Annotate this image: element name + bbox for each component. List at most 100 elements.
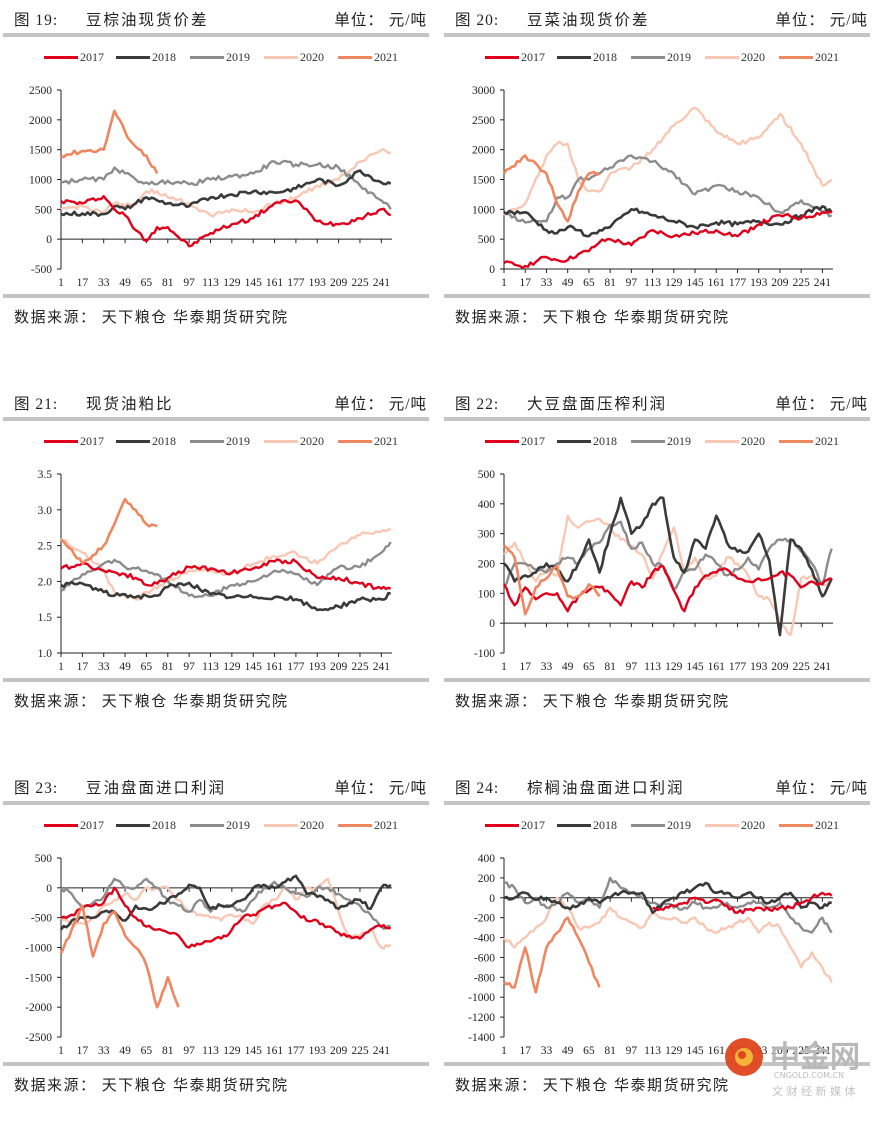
- x-tick-label: 1: [58, 277, 64, 289]
- legend-item: 2021: [338, 818, 398, 833]
- x-tick-label: 225: [793, 661, 811, 673]
- x-tick-label: 65: [583, 277, 595, 289]
- figure-title: 豆棕油现货价差: [86, 12, 209, 29]
- x-tick-label: 49: [562, 277, 574, 289]
- legend-label: 2017: [80, 434, 104, 448]
- series-line-2019: [60, 541, 392, 599]
- x-tick-label: 17: [77, 1045, 89, 1057]
- x-tick-label: 65: [141, 1045, 153, 1057]
- x-tick-label: 241: [814, 277, 832, 289]
- figure-title: 大豆盘面压榨利润: [527, 396, 668, 413]
- x-tick-label: 81: [162, 661, 174, 673]
- x-tick-label: 177: [287, 277, 305, 289]
- legend-label: 2020: [741, 50, 765, 64]
- legend-item: 2021: [779, 50, 839, 65]
- x-tick-label: 17: [519, 661, 531, 673]
- chart-panel: 图 19: 豆棕油现货价差 单位： 元/吨 2017 2018 2019 2020 2021 -…: [0, 0, 441, 368]
- x-tick-label: 33: [98, 1045, 110, 1057]
- x-tick-label: 113: [202, 277, 219, 289]
- series-line-2017: [503, 210, 832, 270]
- x-tick-label: 97: [626, 661, 638, 673]
- x-tick-label: 113: [644, 1045, 661, 1057]
- legend-swatch: [705, 56, 739, 59]
- legend-item: 2020: [264, 50, 324, 65]
- legend-item: 2017: [44, 818, 104, 833]
- x-tick-label: 1: [58, 661, 64, 673]
- legend-swatch: [338, 440, 372, 443]
- y-tick-label: 100: [478, 588, 496, 600]
- chart-panel: 图 23: 豆油盘面进口利润 单位： 元/吨 2017 2018 2019 2020 2021…: [0, 768, 441, 1136]
- legend-swatch: [264, 824, 298, 827]
- x-tick-label: 129: [665, 1045, 683, 1057]
- figure-header: 图 21: 现货油粕比 单位： 元/吨: [14, 392, 427, 414]
- x-tick-label: 209: [771, 1045, 789, 1057]
- legend-label: 2019: [226, 818, 250, 832]
- legend-item: 2018: [116, 50, 176, 65]
- legend-swatch: [705, 824, 739, 827]
- x-tick-label: 209: [330, 1045, 348, 1057]
- y-tick-label: 400: [478, 499, 496, 511]
- series-line-2020: [503, 106, 833, 217]
- x-tick-label: 129: [223, 277, 241, 289]
- y-tick-label: 500: [35, 853, 53, 865]
- legend-item: 2019: [190, 50, 250, 65]
- x-tick-label: 241: [373, 1045, 391, 1057]
- y-tick-label: -400: [474, 933, 495, 945]
- legend-swatch: [116, 440, 150, 443]
- x-tick-label: 241: [373, 661, 391, 673]
- header-divider: [444, 417, 870, 421]
- x-tick-label: 113: [202, 1045, 219, 1057]
- y-tick-label: 0: [489, 264, 495, 276]
- figure-title: 豆菜油现货价差: [527, 12, 650, 29]
- y-tick-label: 300: [478, 529, 496, 541]
- data-source: 数据来源： 天下粮仓 华泰期货研究院: [14, 310, 289, 326]
- legend-item: 2018: [116, 818, 176, 833]
- watermark-domain: CNGOLD.COM.CN: [774, 1071, 844, 1080]
- y-tick-label: 500: [478, 469, 496, 481]
- figure-header: 图 23: 豆油盘面进口利润 单位： 元/吨: [14, 776, 427, 798]
- legend-item: 2017: [485, 434, 545, 449]
- chart-panel: 图 21: 现货油粕比 单位： 元/吨 2017 2018 2019 2020 2021 1.0…: [0, 384, 441, 752]
- legend-label: 2021: [815, 818, 839, 832]
- y-tick-label: 3000: [472, 85, 495, 97]
- legend-label: 2019: [226, 434, 250, 448]
- legend-label: 2020: [300, 818, 324, 832]
- watermark-tagline: 文 财 经 新 媒 体: [772, 1084, 855, 1098]
- legend-swatch: [190, 440, 224, 443]
- x-tick-label: 97: [183, 277, 195, 289]
- figure-number: 图 21:: [14, 396, 59, 413]
- data-source: 数据来源： 天下粮仓 华泰期货研究院: [14, 1078, 289, 1094]
- series-line-2018: [503, 496, 833, 637]
- figure-title: 现货油粕比: [86, 396, 174, 413]
- series-line-2018: [60, 580, 391, 612]
- x-tick-label: 97: [626, 277, 638, 289]
- cngold-watermark: 中金网 CNGOLD.COM.CN 文 财 经 新 媒 体: [722, 1023, 882, 1103]
- series-line-2018: [60, 169, 392, 218]
- legend-label: 2021: [374, 50, 398, 64]
- legend-swatch: [190, 824, 224, 827]
- y-tick-label: -100: [474, 648, 495, 660]
- y-tick-label: -1400: [468, 1032, 495, 1044]
- series-line-2017: [60, 886, 391, 949]
- legend-swatch: [190, 56, 224, 59]
- x-tick-label: 225: [793, 1045, 811, 1057]
- legend-label: 2020: [300, 50, 324, 64]
- x-tick-label: 113: [644, 661, 661, 673]
- y-tick-label: -1500: [25, 972, 52, 984]
- x-tick-label: 81: [604, 661, 616, 673]
- legend-label: 2017: [80, 818, 104, 832]
- header-divider: [444, 33, 870, 37]
- x-tick-label: 65: [583, 1045, 595, 1057]
- legend-label: 2021: [374, 434, 398, 448]
- legend-swatch: [631, 56, 665, 59]
- header-divider: [3, 33, 429, 37]
- y-tick-label: 2500: [472, 115, 495, 127]
- figure-unit: 单位： 元/吨: [775, 12, 868, 29]
- y-tick-label: 1000: [29, 175, 52, 187]
- x-tick-label: 161: [708, 661, 726, 673]
- data-source: 数据来源： 天下粮仓 华泰期货研究院: [455, 694, 730, 710]
- header-divider: [444, 801, 870, 805]
- series-line-2021: [503, 916, 601, 994]
- series-line-2017: [652, 891, 833, 915]
